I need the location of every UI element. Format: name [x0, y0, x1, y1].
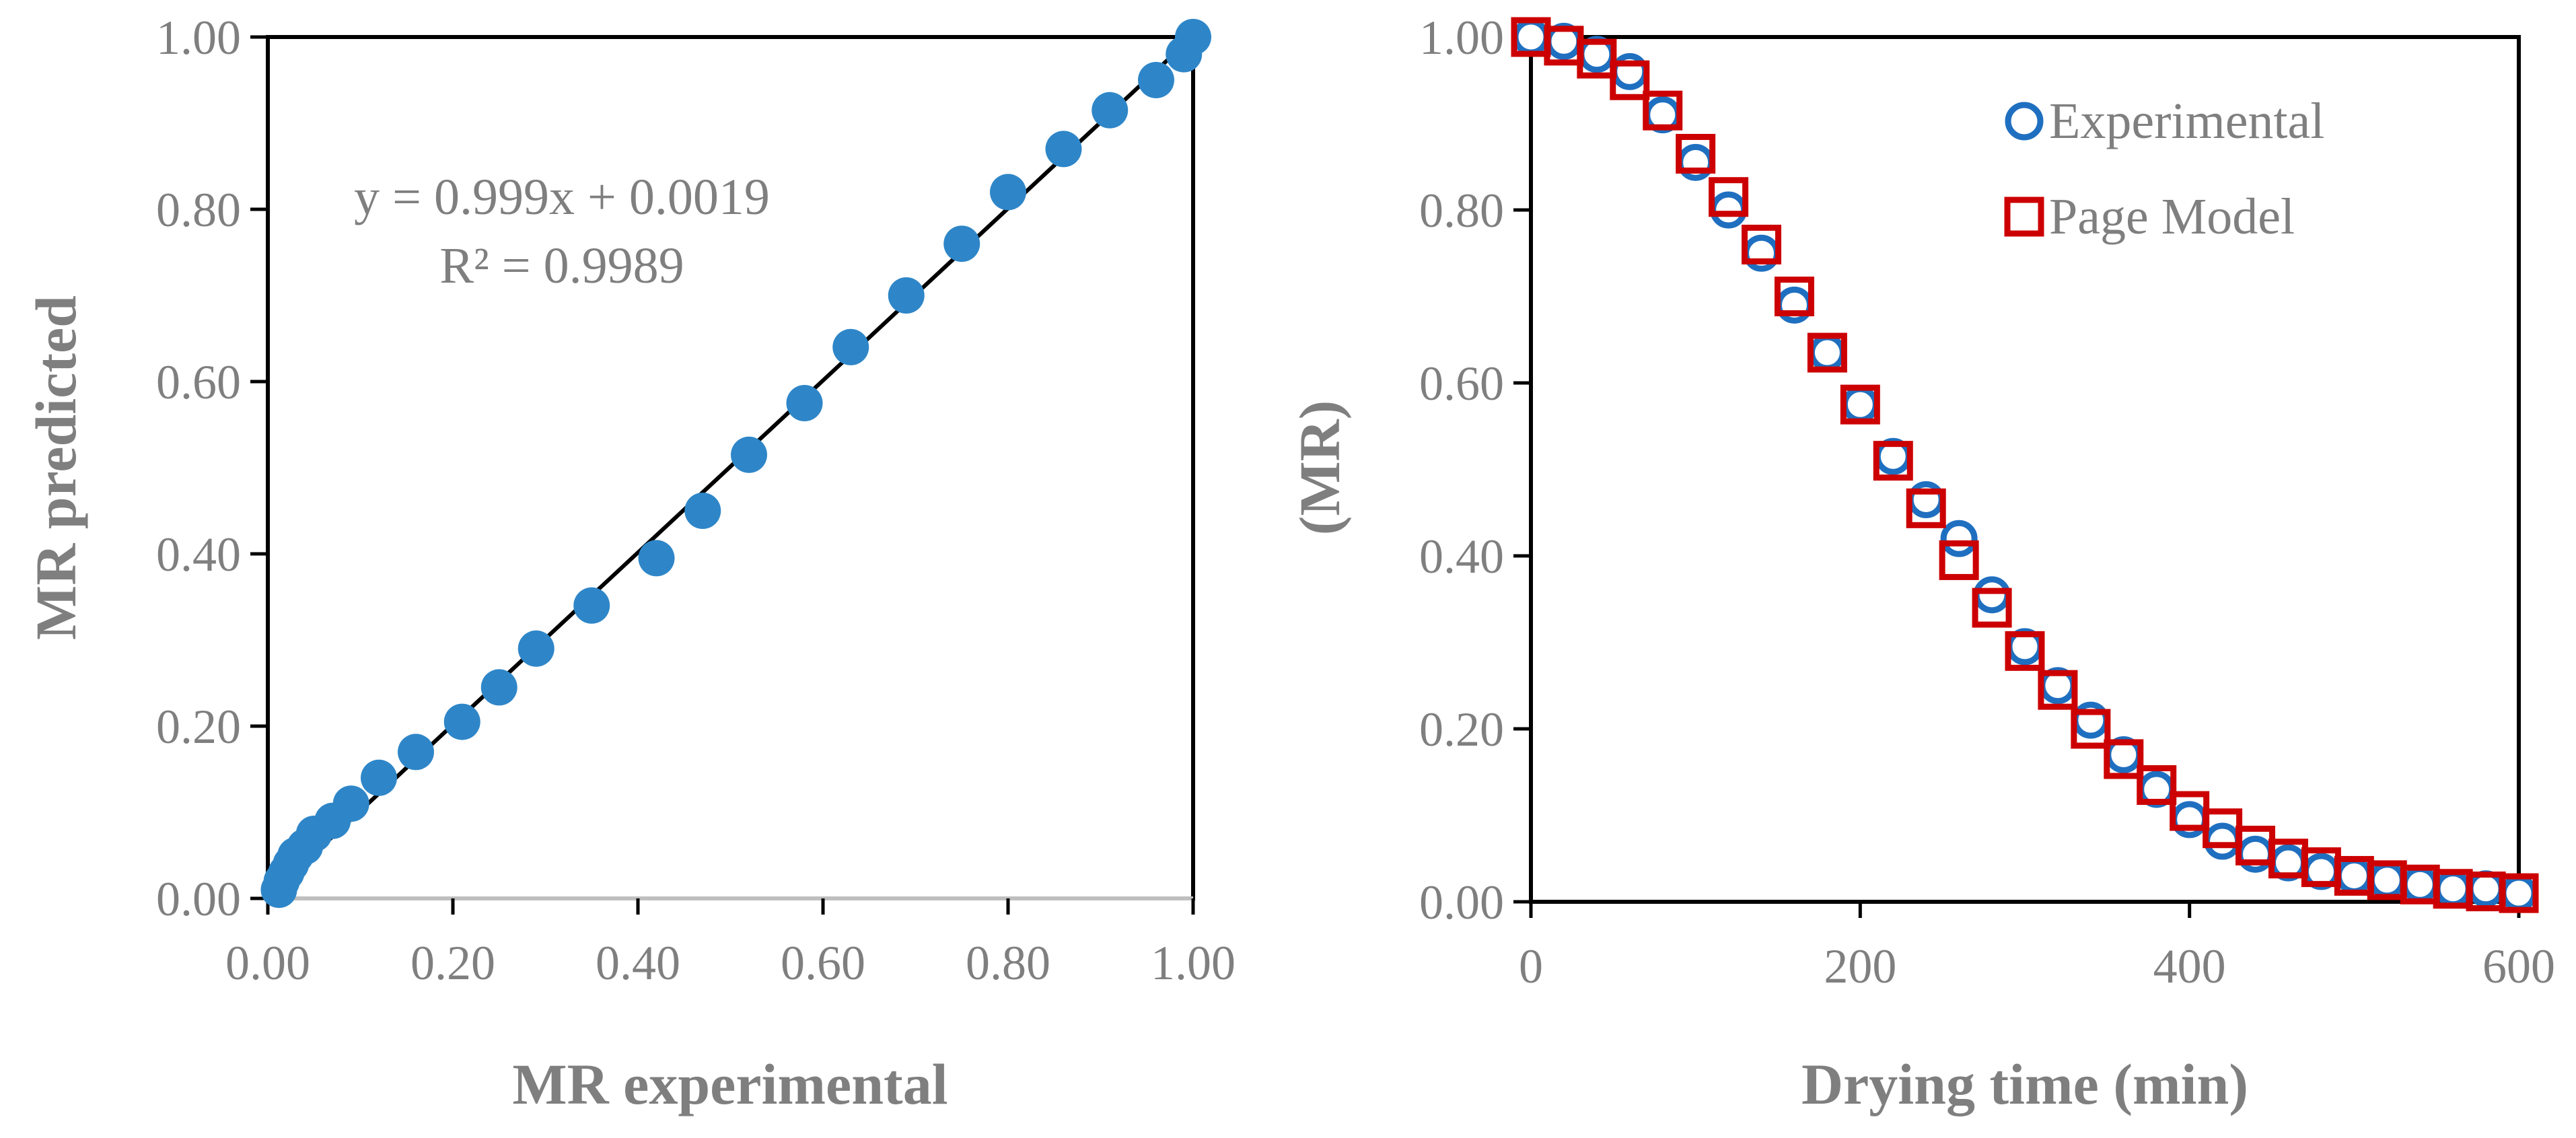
left-x-tick-label: 1.00 — [1151, 936, 1236, 990]
right-y-tick-label: 0.80 — [1419, 184, 1504, 238]
experimental-point — [2434, 870, 2472, 908]
left-points — [260, 19, 1211, 909]
right-x-tick-label: 600 — [2482, 939, 2555, 993]
page-model-point — [2005, 631, 2045, 671]
right-y-axis-title: (MR) — [1287, 400, 1352, 536]
left-x-axis-title: MR experimental — [512, 1052, 947, 1116]
right-x-tick-label: 0 — [1519, 939, 1543, 993]
data-point — [573, 587, 610, 624]
right-x-axis-title: Drying time (min) — [1801, 1052, 2248, 1116]
left-y-tick-label: 0.60 — [156, 355, 241, 409]
experimental-point — [1940, 520, 1978, 557]
experimental-point — [1841, 386, 1879, 423]
data-point — [260, 872, 297, 909]
right-y-tick-label: 1.00 — [1419, 11, 1504, 65]
right-y-tick-label: 0.00 — [1419, 876, 1504, 929]
left-x-tick-label: 0.40 — [596, 936, 680, 990]
left-x-tick-label: 0.00 — [225, 936, 310, 990]
left-ticks: 0.00 0.20 0.40 0.60 0.80 1.00 0.00 0.20 0.40 0.60… — [156, 11, 1236, 990]
page-model-point — [1577, 38, 1617, 79]
r-squared-label: R² = 0.9989 — [439, 238, 684, 294]
experimental-point — [2335, 857, 2373, 894]
data-point — [731, 436, 767, 473]
data-point — [1138, 62, 1174, 98]
right-y-tick-label: 0.20 — [1419, 703, 1504, 756]
experimental-point — [2401, 865, 2439, 903]
data-point — [1166, 36, 1203, 73]
data-point — [398, 734, 434, 771]
page-model-point — [1906, 488, 1946, 528]
experimental-point — [1710, 191, 1748, 229]
page-model-point — [1610, 60, 1650, 100]
experimental-point — [1512, 18, 1550, 56]
page-model-point — [1807, 332, 1847, 373]
trendline-equation: y = 0.999x + 0.0019 — [354, 169, 770, 225]
data-point — [786, 385, 823, 421]
data-point — [1092, 92, 1129, 129]
left-y-tick-label: 0.20 — [156, 700, 241, 754]
page-model-point — [2137, 765, 2177, 806]
data-point — [943, 225, 980, 262]
left-y-axis-title: MR predicted — [24, 295, 88, 640]
page-model-point — [1709, 177, 1749, 217]
legend-experimental-label: Experimental — [2049, 93, 2324, 149]
data-point — [443, 703, 480, 740]
right-points — [1511, 17, 2539, 913]
data-point — [684, 493, 721, 529]
experimental-point — [2500, 874, 2538, 912]
data-point — [832, 328, 869, 365]
data-point — [361, 759, 397, 796]
experimental-point — [2204, 822, 2242, 860]
legend-experimental-marker — [2005, 102, 2044, 141]
left-y-tick-label: 0.40 — [156, 528, 241, 581]
right-chart: 0.00 0.20 0.40 0.60 0.80 1.00 0 200 400 600 Exper… — [1287, 11, 2555, 1116]
page-model-point — [2071, 709, 2111, 749]
left-x-tick-label: 0.60 — [781, 936, 865, 990]
legend-page-model-label: Page Model — [2049, 188, 2295, 245]
left-chart: 0.00 0.20 0.40 0.60 0.80 1.00 0.00 0.20 0.40 0.60… — [24, 11, 1236, 1116]
experimental-point — [2368, 861, 2406, 899]
left-y-tick-label: 0.00 — [156, 872, 241, 926]
data-point — [990, 174, 1026, 211]
page-model-point — [2499, 873, 2539, 913]
right-ticks: 0.00 0.20 0.40 0.60 0.80 1.00 0 200 400 600 — [1419, 11, 2555, 993]
legend-page-model-marker — [2004, 197, 2044, 237]
page-model-point — [1676, 133, 1716, 174]
page-model-point — [2104, 739, 2144, 779]
page-model-point — [1840, 384, 1880, 425]
data-point — [1045, 131, 1082, 168]
right-y-tick-label: 0.40 — [1419, 530, 1504, 583]
left-y-tick-label: 0.80 — [156, 183, 241, 237]
page-model-point — [1643, 90, 1683, 131]
page-model-point — [1742, 224, 1782, 264]
experimental-point — [1973, 576, 2011, 614]
right-y-tick-label: 0.60 — [1419, 357, 1504, 411]
data-point — [517, 630, 554, 667]
data-point — [888, 277, 925, 314]
data-point — [480, 669, 517, 706]
data-point — [638, 540, 675, 577]
right-plot-area — [1529, 35, 2521, 904]
left-x-tick-label: 0.80 — [966, 936, 1050, 990]
page-model-point — [1972, 588, 2012, 628]
experimental-point — [1808, 334, 1846, 371]
page-model-point — [1774, 277, 1814, 316]
left-x-tick-label: 0.20 — [410, 936, 495, 990]
right-x-tick-label: 400 — [2153, 939, 2226, 993]
right-x-tick-label: 200 — [1824, 939, 1896, 993]
page-model-point — [2038, 670, 2078, 710]
left-y-tick-label: 1.00 — [156, 11, 241, 65]
legend: Experimental Page Model — [2004, 93, 2324, 245]
experimental-point — [2467, 870, 2505, 908]
page-model-point — [1873, 441, 1913, 481]
page-model-point — [1939, 540, 1979, 580]
